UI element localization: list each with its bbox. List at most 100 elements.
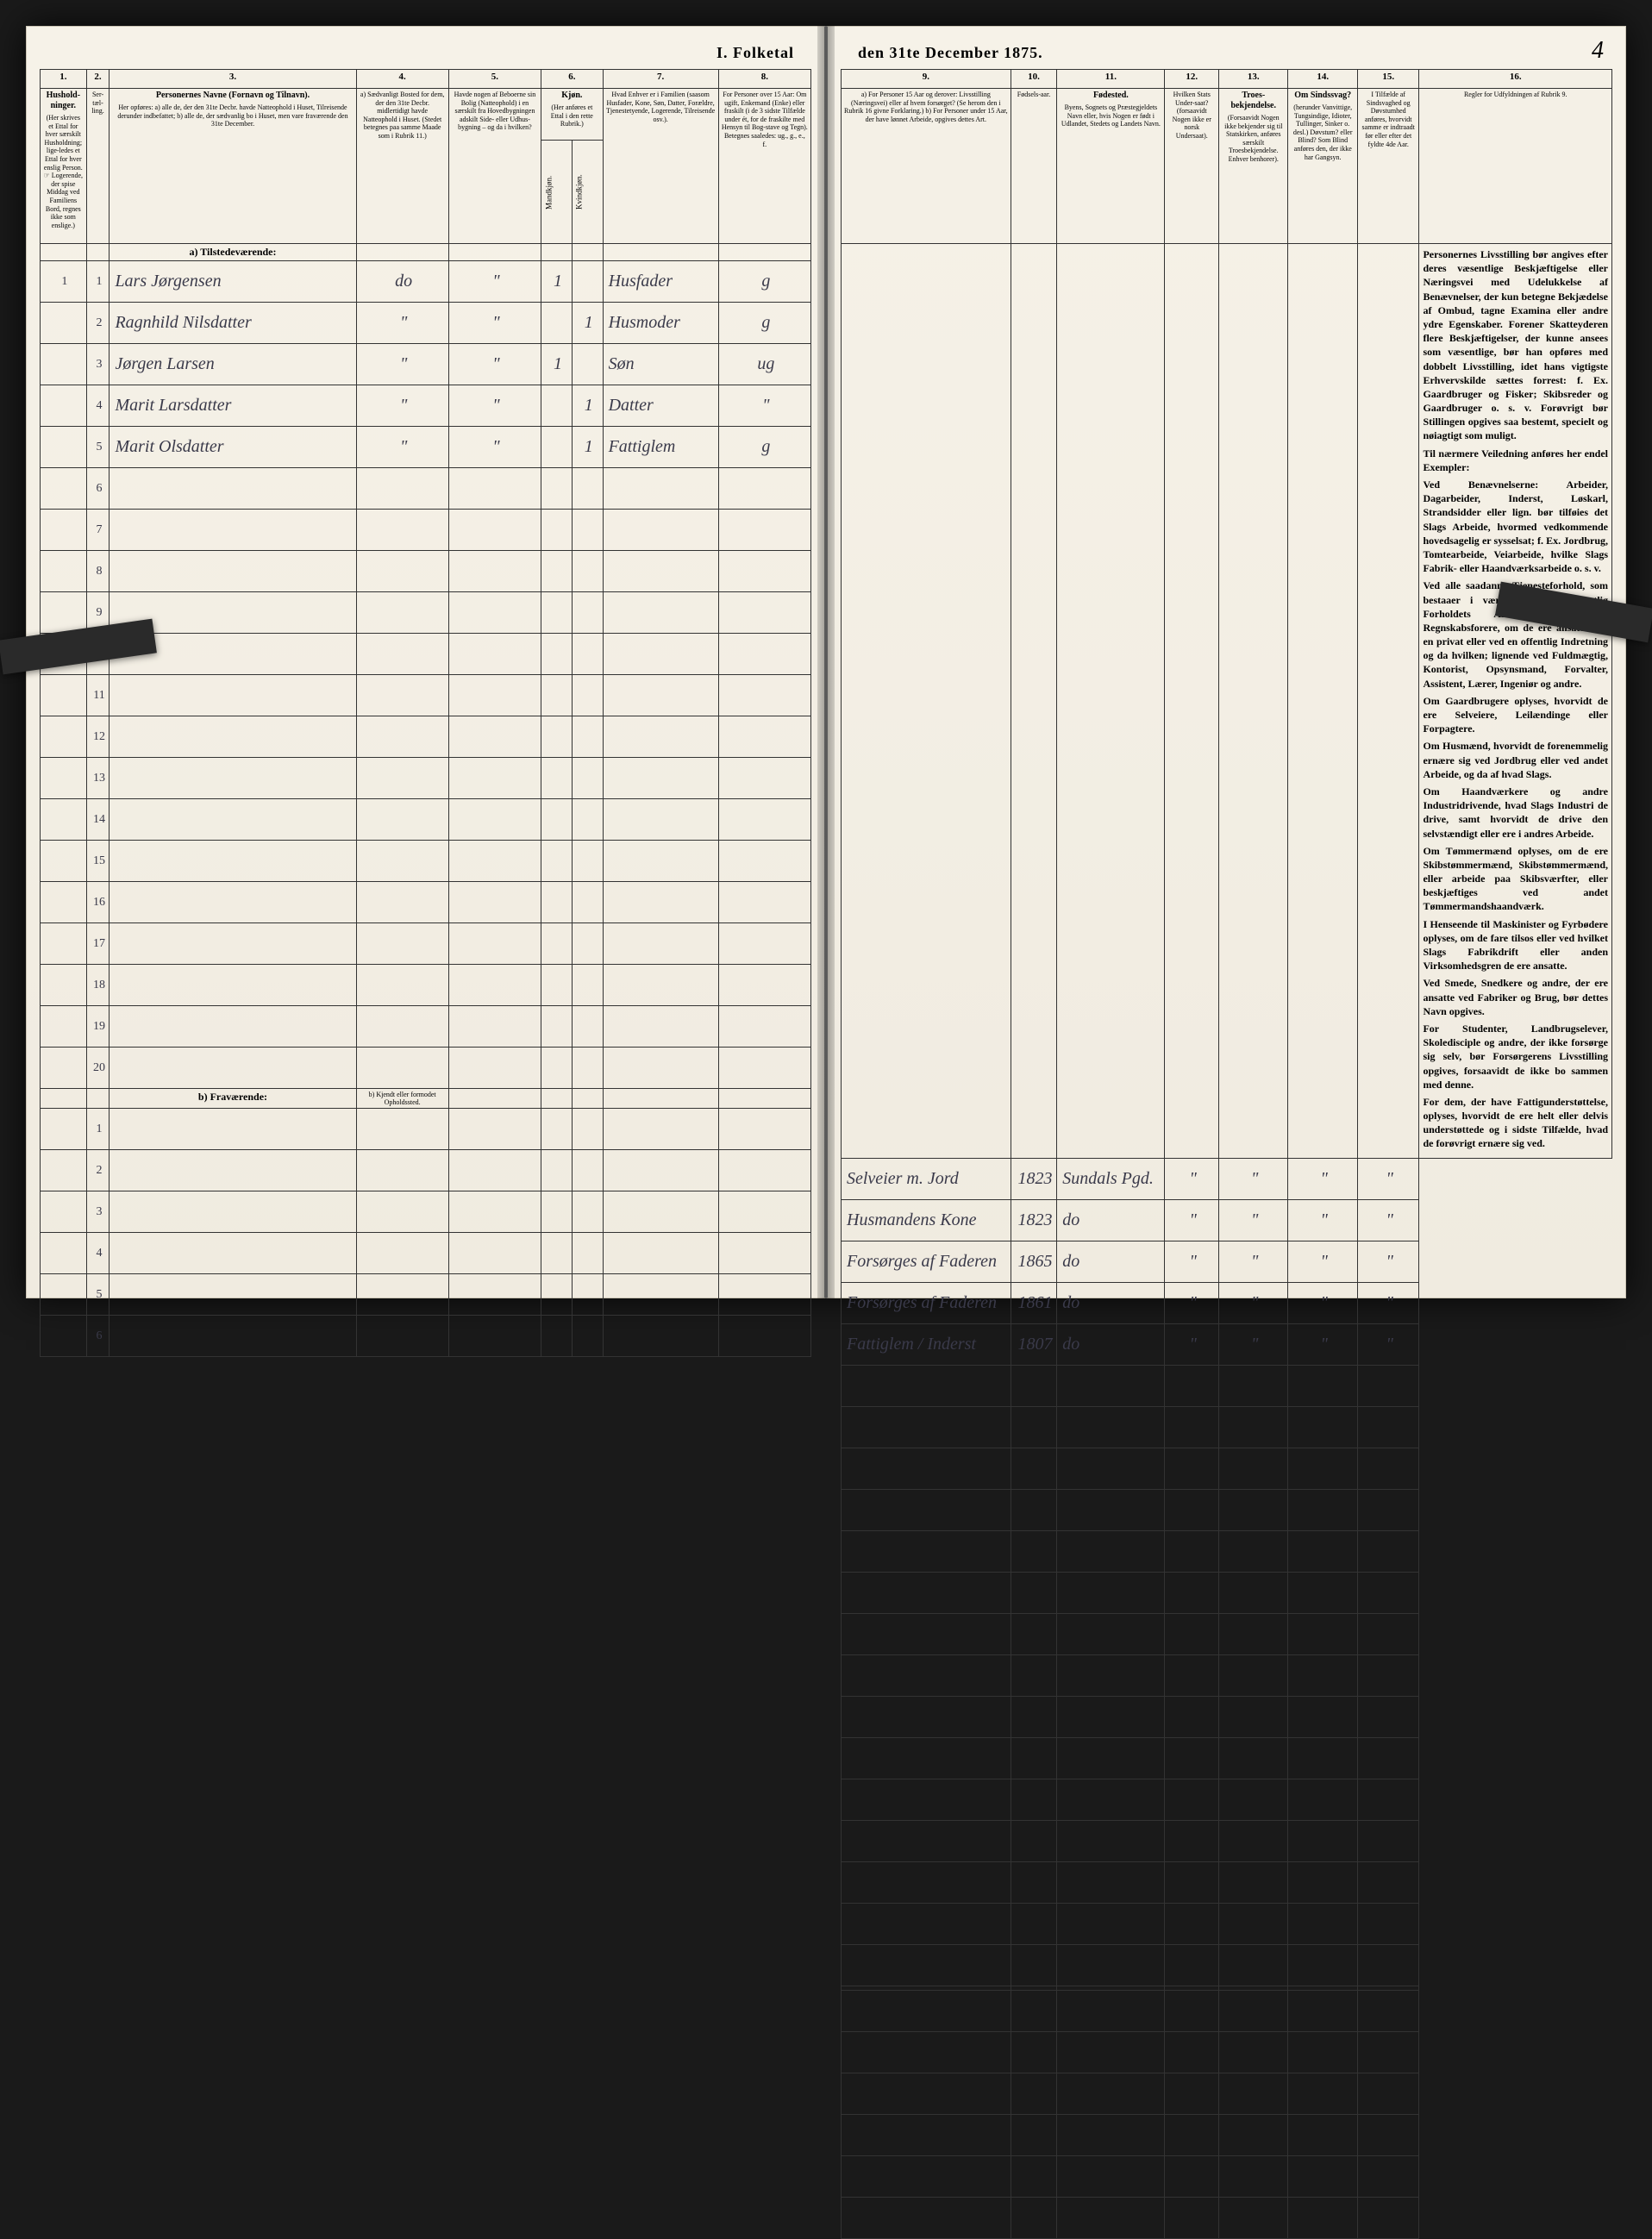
col-9-num: 9.	[842, 70, 1011, 89]
occupation: Forsørges af Faderen	[842, 1282, 1011, 1323]
instruction-paragraph: I Henseende til Maskinister og Fyrbødere…	[1423, 917, 1608, 973]
row-num: 3	[86, 344, 110, 385]
table-row-empty: 11	[41, 675, 811, 716]
table-row-empty: 1	[41, 1109, 811, 1150]
page-number: 4	[1592, 37, 1604, 65]
birth-year: 1861	[1011, 1282, 1057, 1323]
household-num: 1	[41, 261, 87, 303]
table-row-empty: 20	[41, 1048, 811, 1089]
birthplace: do	[1057, 1241, 1165, 1282]
row-num: 5	[86, 1274, 110, 1316]
marital: g	[718, 261, 810, 303]
male	[541, 427, 573, 468]
table-row-empty	[842, 1530, 1612, 1572]
household-num	[41, 385, 87, 427]
family-pos: Husmoder	[603, 303, 718, 344]
birthplace: Sundals Pgd.	[1057, 1158, 1165, 1199]
c15: "	[1357, 1282, 1419, 1323]
instruction-paragraph: Om Haandværkere og andre Industridrivend…	[1423, 785, 1608, 841]
occupation: Forsørges af Faderen	[842, 1241, 1011, 1282]
person-name: Lars Jørgensen	[110, 261, 356, 303]
col-number-row: 1. 2. 3. 4. 5. 6. 7. 8.	[41, 70, 811, 89]
birthplace: do	[1057, 1323, 1165, 1365]
col-5-num: 5.	[448, 70, 541, 89]
section-b-sub: b) Kjendt eller formodet Opholdssted.	[356, 1089, 448, 1109]
c14: "	[1288, 1323, 1357, 1365]
col-13-head: Troes-bekjendelse.(Forsaavidt Nogen ikke…	[1219, 89, 1288, 244]
c4: "	[356, 385, 448, 427]
c5: "	[448, 385, 541, 427]
c13: "	[1219, 1282, 1288, 1323]
col-6a: Mandkjøn.	[541, 141, 573, 244]
col-13-num: 13.	[1219, 70, 1288, 89]
c13: "	[1219, 1323, 1288, 1365]
household-num	[41, 344, 87, 385]
birthplace: do	[1057, 1199, 1165, 1241]
row-num: 16	[86, 882, 110, 923]
row-num: 18	[86, 965, 110, 1006]
male	[541, 385, 573, 427]
instruction-paragraph: Til nærmere Veiledning anføres her endel…	[1423, 447, 1608, 474]
table-row-empty	[842, 1990, 1612, 2031]
table-row-empty: 15	[41, 841, 811, 882]
section-b-row: b) Fraværende: b) Kjendt eller formodet …	[41, 1089, 811, 1109]
section-a-row-r: Personernes Livsstilling bør angives eft…	[842, 244, 1612, 1159]
male	[541, 303, 573, 344]
c12: "	[1165, 1282, 1219, 1323]
col-1-num: 1.	[41, 70, 87, 89]
row-num: 3	[86, 1191, 110, 1233]
marital: g	[718, 303, 810, 344]
left-table: 1. 2. 3. 4. 5. 6. 7. 8. Hushold-ninger.(…	[40, 69, 811, 1357]
instruction-paragraph: Ved Benævnelserne: Arbeider, Dagarbeider…	[1423, 478, 1608, 575]
col-number-row-r: 9. 10. 11. 12. 13. 14. 15. 16.	[842, 70, 1612, 89]
col-2-num: 2.	[86, 70, 110, 89]
table-row-empty: 14	[41, 799, 811, 841]
col-14-head: Om Sindssvag?(herunder Vanvittige, Tungs…	[1288, 89, 1357, 244]
table-row: 1 1 Lars Jørgensen do " 1 Husfader g	[41, 261, 811, 303]
birth-year: 1823	[1011, 1158, 1057, 1199]
c13: "	[1219, 1158, 1288, 1199]
row-num: 1	[86, 261, 110, 303]
c12: "	[1165, 1199, 1219, 1241]
row-num: 2	[86, 1150, 110, 1191]
female: 1	[572, 427, 603, 468]
table-row-empty: 17	[41, 923, 811, 965]
row-num: 7	[86, 510, 110, 551]
row-num: 13	[86, 758, 110, 799]
left-page: I. Folketal 1. 2. 3. 4. 5. 6. 7. 8. Hush…	[26, 26, 826, 1298]
table-row-empty	[842, 1861, 1612, 1903]
col-9-head: a) For Personer 15 Aar og derover: Livss…	[842, 89, 1011, 244]
book-spine	[817, 26, 835, 1298]
occupation: Husmandens Kone	[842, 1199, 1011, 1241]
row-num: 5	[86, 427, 110, 468]
c15: "	[1357, 1241, 1419, 1282]
c15: "	[1357, 1199, 1419, 1241]
person-name: Marit Olsdatter	[110, 427, 356, 468]
section-a-label: a) Tilstedeværende:	[110, 244, 356, 261]
birth-year: 1865	[1011, 1241, 1057, 1282]
table-row-empty	[842, 1613, 1612, 1654]
col-14-num: 14.	[1288, 70, 1357, 89]
col-12-num: 12.	[1165, 70, 1219, 89]
table-row: 3 Jørgen Larsen " " 1 Søn ug	[41, 344, 811, 385]
table-row-empty	[842, 2031, 1612, 2073]
table-row-empty	[842, 2073, 1612, 2114]
instruction-paragraph: For dem, der have Fattigunderstøttelse, …	[1423, 1095, 1608, 1151]
col-12-head: Hvilken Stats Under-saat? (forsaavidt No…	[1165, 89, 1219, 244]
c12: "	[1165, 1323, 1219, 1365]
c5: "	[448, 344, 541, 385]
table-row-empty: 6	[41, 468, 811, 510]
table-row-empty: 6	[41, 1316, 811, 1357]
table-row: Fattiglem / Inderst 1807 do " " " "	[842, 1323, 1612, 1365]
marital: ug	[718, 344, 810, 385]
table-row-empty: 9	[41, 592, 811, 634]
table-row-empty	[842, 1696, 1612, 1737]
instruction-paragraph: Personernes Livsstilling bør angives eft…	[1423, 247, 1608, 443]
female: 1	[572, 385, 603, 427]
c12: "	[1165, 1241, 1219, 1282]
table-row-empty	[842, 1572, 1612, 1613]
marital: g	[718, 427, 810, 468]
census-ledger-spread: I. Folketal 1. 2. 3. 4. 5. 6. 7. 8. Hush…	[26, 26, 1626, 1298]
row-num: 4	[86, 385, 110, 427]
section-a-row: a) Tilstedeværende:	[41, 244, 811, 261]
